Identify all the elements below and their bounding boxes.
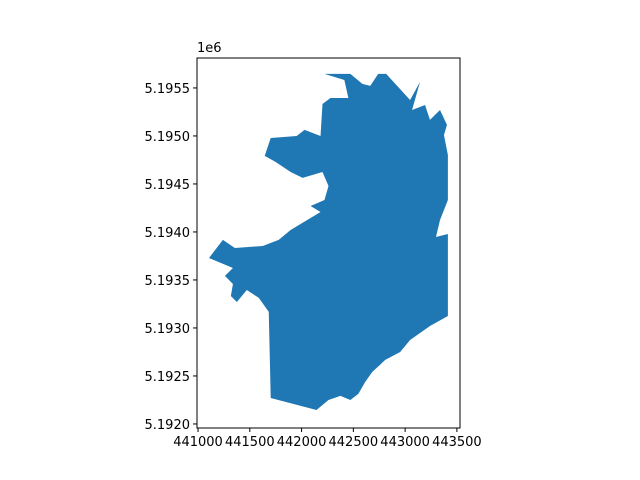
y-tick-label: 5.1950 bbox=[145, 130, 191, 145]
x-tick-label: 442000 bbox=[277, 435, 327, 450]
y-tick-label: 5.1930 bbox=[145, 322, 191, 337]
y-tick-label: 5.1925 bbox=[145, 370, 191, 385]
y-tick-label: 5.1945 bbox=[145, 178, 191, 193]
x-tick-label: 443000 bbox=[380, 435, 430, 450]
y-tick-label: 5.1935 bbox=[145, 274, 191, 289]
x-tick-label: 443500 bbox=[432, 435, 482, 450]
y-tick-label: 5.1920 bbox=[145, 418, 191, 433]
axis-offset: 1e6 bbox=[197, 41, 222, 56]
plot-frame bbox=[196, 57, 461, 429]
x-tick-label: 442500 bbox=[329, 435, 379, 450]
region-polygon bbox=[209, 73, 448, 410]
x-tick-label: 441000 bbox=[173, 435, 223, 450]
x-tick-label: 441500 bbox=[225, 435, 275, 450]
y-tick-label: 5.1955 bbox=[145, 82, 191, 97]
y-tick-label: 5.1940 bbox=[145, 226, 191, 241]
